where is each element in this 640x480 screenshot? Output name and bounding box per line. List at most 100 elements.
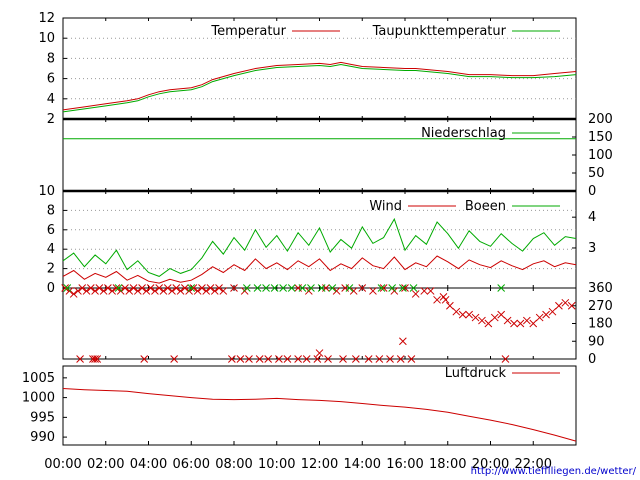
- y-right-tick-label: 200: [588, 112, 613, 127]
- legend-label: Luftdruck: [445, 366, 507, 381]
- data-point: [409, 284, 418, 292]
- y-tick-label: 10: [38, 31, 55, 46]
- data-point: [396, 355, 405, 363]
- data-point: [236, 355, 245, 363]
- data-point: [294, 355, 302, 363]
- x-tick-label: 06:00: [173, 457, 210, 472]
- panel-pressure: 990 995 1000 1005 00:00 02:00 04:00 06:00 08:00 1…: [22, 365, 577, 472]
- data-point: [253, 284, 262, 292]
- data-point: [287, 284, 296, 292]
- y-right-tick-label: 100: [588, 148, 613, 163]
- y-right-tick-label: 360: [588, 281, 613, 296]
- data-point: [375, 355, 384, 363]
- data-point: [76, 355, 84, 363]
- data-point: [95, 284, 104, 292]
- data-point: [121, 284, 129, 292]
- data-point: [399, 284, 407, 292]
- y-right-tick-label: 50: [588, 166, 605, 181]
- y-tick-label: 6: [47, 72, 55, 87]
- data-point: [471, 313, 480, 322]
- data-point: [138, 284, 146, 292]
- y-tick-label: 2: [47, 112, 55, 127]
- y-tick-label: 1000: [22, 391, 55, 406]
- data-point: [142, 287, 151, 295]
- data-point: [63, 284, 72, 292]
- data-point: [433, 295, 441, 304]
- data-point: [401, 284, 409, 292]
- y-right-tick-label: 180: [588, 317, 613, 332]
- data-point: [255, 355, 264, 363]
- data-point: [377, 284, 386, 292]
- data-point: [125, 287, 134, 295]
- data-point: [275, 355, 283, 363]
- data-point: [458, 310, 467, 319]
- y-right-tick-label: 4: [588, 210, 596, 225]
- x-tick-label: 10:00: [258, 457, 295, 472]
- data-point: [202, 287, 211, 295]
- y-tick-label: 6: [47, 223, 55, 238]
- data-point: [307, 284, 315, 292]
- data-point: [163, 284, 172, 292]
- data-point: [172, 284, 181, 292]
- data-point: [206, 284, 215, 292]
- data-point: [441, 295, 450, 304]
- data-point: [242, 284, 251, 292]
- panel-temperature: 2 4 6 8 10 12 Temperatur Taupunkttemperatur: [38, 11, 577, 127]
- data-point: [210, 287, 219, 295]
- legend-label: Boeen: [465, 199, 506, 214]
- data-point: [279, 284, 288, 292]
- data-point: [302, 355, 311, 363]
- data-point: [446, 301, 454, 310]
- series-line-boeen: [62, 217, 577, 277]
- data-point: [298, 284, 307, 292]
- data-point: [332, 287, 341, 295]
- x-tick-label: 18:00: [429, 457, 466, 472]
- data-point: [497, 310, 506, 319]
- data-point: [180, 284, 189, 292]
- data-point: [351, 355, 360, 363]
- data-point: [364, 355, 373, 363]
- data-point: [159, 287, 168, 295]
- data-point: [270, 284, 279, 292]
- data-point: [129, 284, 138, 292]
- data-point: [426, 287, 435, 295]
- series-line-taupunkttemperatur: [62, 63, 577, 113]
- data-point: [193, 287, 202, 295]
- x-tick-label: 20:00: [472, 457, 509, 472]
- x-tick-label: 08:00: [215, 457, 252, 472]
- data-point: [91, 287, 99, 295]
- data-point: [93, 355, 102, 363]
- data-point: [328, 284, 337, 292]
- y-right-tick-label: 150: [588, 130, 613, 145]
- data-point: [215, 284, 223, 292]
- data-point: [478, 316, 486, 325]
- data-point: [82, 287, 91, 295]
- data-point: [345, 284, 354, 292]
- data-point: [411, 290, 420, 298]
- data-point: [133, 287, 142, 295]
- legend-label: Taupunkttemperatur: [372, 24, 507, 39]
- data-point: [155, 284, 164, 292]
- data-point: [112, 284, 121, 292]
- data-point: [386, 355, 394, 363]
- x-tick-label: 12:00: [301, 457, 338, 472]
- data-point: [317, 284, 326, 292]
- data-point: [170, 355, 179, 363]
- y-right-tick-label: 0: [588, 184, 596, 199]
- data-point: [555, 301, 563, 310]
- data-point: [230, 284, 238, 292]
- data-point: [86, 284, 95, 292]
- data-point: [407, 355, 416, 363]
- source-url[interactable]: http://www.tiefflliegen.de/wetter/: [471, 466, 637, 477]
- y-tick-label: 10: [38, 184, 55, 199]
- data-point: [313, 355, 322, 363]
- data-point: [548, 307, 557, 316]
- data-point: [465, 310, 473, 319]
- y-tick-label: 1005: [22, 371, 55, 386]
- series-line-wind: [62, 255, 577, 284]
- data-point: [497, 284, 506, 292]
- data-point: [104, 284, 112, 292]
- x-tick-label: 16:00: [386, 457, 423, 472]
- y-right-tick-label: 0: [588, 352, 596, 367]
- x-tick-label: 04:00: [130, 457, 167, 472]
